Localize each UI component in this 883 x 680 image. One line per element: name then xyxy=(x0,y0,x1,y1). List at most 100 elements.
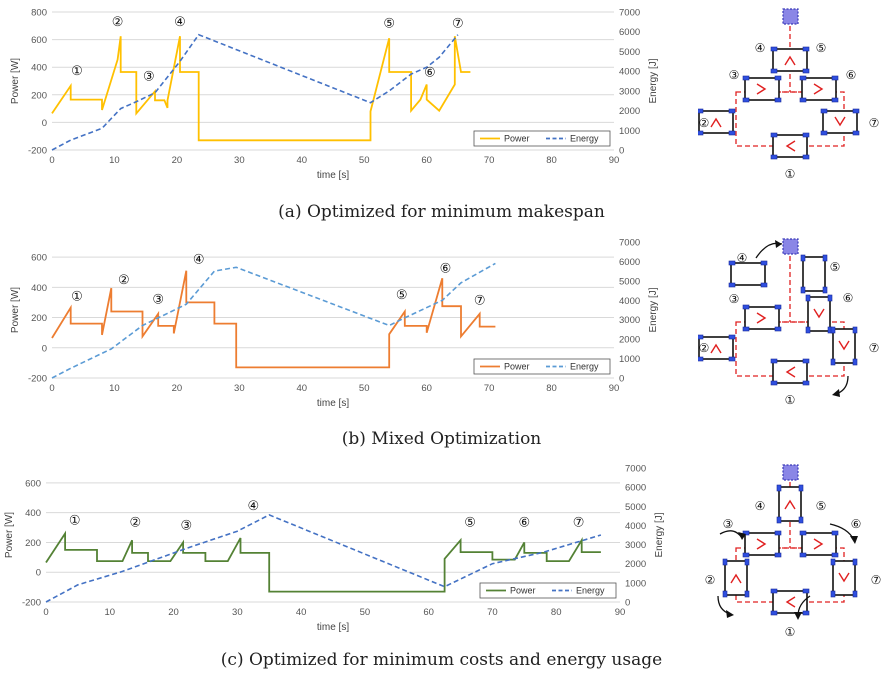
vehicle-wheel xyxy=(831,530,839,536)
legend-box xyxy=(473,358,611,375)
vehicle xyxy=(770,588,810,616)
vehicle-wheel xyxy=(774,552,782,558)
schematic-number: ③ xyxy=(729,292,740,306)
vehicle xyxy=(805,294,833,334)
y2-axis-label: Energy [J] xyxy=(654,512,665,557)
vehicle-wheel xyxy=(728,356,736,362)
caption-c: (c) Optimized for minimum costs and ener… xyxy=(220,650,663,670)
schematic-number: ⑦ xyxy=(871,573,882,587)
y2-tick-label: 2000 xyxy=(619,335,640,346)
annotation-marker: ⑦ xyxy=(573,515,585,530)
vehicle-direction-arrow xyxy=(813,538,824,550)
vehicle-wheel xyxy=(830,326,836,334)
vehicle-wheel xyxy=(742,530,750,536)
y2-axis-label: Energy [J] xyxy=(648,287,659,332)
vehicle xyxy=(742,75,782,103)
x-tick-label: 50 xyxy=(359,383,370,394)
chart-b: -200020040060001000200030004000500060007… xyxy=(10,238,659,410)
vehicle-body xyxy=(822,110,858,134)
x-tick-label: 20 xyxy=(168,607,179,618)
x-tick-label: 80 xyxy=(551,607,562,618)
schematic-c: ④ ⑤ ③ ⑥ ② ⑦ ① xyxy=(705,464,882,639)
vehicle-wheel xyxy=(760,282,768,288)
vehicle-body xyxy=(832,560,856,596)
y2-tick-label: 6000 xyxy=(625,483,646,494)
schematic-number: ⑥ xyxy=(846,68,857,82)
vehicle-wheel xyxy=(852,326,858,334)
y-tick-label: 600 xyxy=(31,253,47,264)
vehicle-body xyxy=(730,262,766,286)
vehicle-wheel xyxy=(770,380,778,386)
vehicle-wheel xyxy=(827,294,833,302)
vehicle-wheel xyxy=(802,132,810,138)
x-tick-label: 70 xyxy=(484,155,495,166)
motion-arrow xyxy=(717,595,731,615)
y2-tick-label: 4000 xyxy=(619,67,640,78)
vehicle xyxy=(698,108,736,136)
target-slot xyxy=(782,8,799,25)
vehicle-wheel xyxy=(820,108,828,114)
vehicle-wheel xyxy=(728,260,736,266)
vehicle-direction-arrow xyxy=(813,83,824,95)
vehicle-wheel xyxy=(852,358,858,366)
x-tick-label: 10 xyxy=(109,383,120,394)
vehicle-wheel xyxy=(830,558,836,566)
schematic-number: ② xyxy=(699,116,710,130)
series-line-power xyxy=(45,530,601,593)
y2-tick-label: 6000 xyxy=(619,257,640,268)
vehicle xyxy=(830,326,858,366)
motion-arrowhead xyxy=(832,389,840,397)
target-slot xyxy=(782,238,799,255)
schematic-number: ③ xyxy=(729,68,740,82)
x-tick-label: 90 xyxy=(609,155,620,166)
vehicle-wheel xyxy=(728,108,736,114)
vehicle-wheel xyxy=(805,326,811,334)
annotation-marker: ① xyxy=(69,512,81,527)
annotation-marker: ④ xyxy=(193,252,205,267)
y-tick-label: 200 xyxy=(31,90,47,101)
vehicle-wheel xyxy=(698,356,704,362)
x-tick-label: 60 xyxy=(423,607,434,618)
vehicle-wheel xyxy=(744,558,750,566)
vehicle-wheel xyxy=(820,130,828,136)
vehicle-wheel xyxy=(742,97,750,103)
x-axis-label: time [s] xyxy=(317,622,349,633)
vehicle-wheel xyxy=(722,558,728,566)
vehicle-direction-arrow xyxy=(834,116,846,127)
y-tick-label: 0 xyxy=(36,568,41,579)
chart-a: -200020040060080001000200030004000500060… xyxy=(10,8,659,182)
x-tick-label: 10 xyxy=(109,155,120,166)
x-tick-label: 50 xyxy=(359,155,370,166)
schematic-number: ② xyxy=(705,573,716,587)
vehicle xyxy=(742,530,782,558)
schematic-number: ④ xyxy=(737,251,748,265)
schematic-number: ⑦ xyxy=(869,341,880,355)
series-line-energy xyxy=(51,33,459,151)
vehicle-wheel xyxy=(776,516,782,524)
vehicle-direction-arrow xyxy=(756,312,767,324)
vehicle-wheel xyxy=(830,590,836,598)
vehicle-wheel xyxy=(799,75,807,81)
schematic-number: ① xyxy=(785,625,796,639)
vehicle-direction-arrow xyxy=(838,340,850,351)
vehicle-wheel xyxy=(852,590,858,598)
vehicle-wheel xyxy=(802,154,810,160)
caption-b: (b) Mixed Optimization xyxy=(341,429,542,449)
vehicle-wheel xyxy=(800,286,806,294)
vehicle-body xyxy=(801,77,837,101)
schematic-group: ④ ⑤ ③ ⑥ ② ⑦ ① xyxy=(698,238,880,407)
annotation-marker: ② xyxy=(112,14,124,29)
vehicle-body xyxy=(744,306,780,330)
vehicle xyxy=(776,484,804,524)
vehicle-body xyxy=(772,48,808,72)
schematic-number: ④ xyxy=(755,499,766,513)
annotation-marker: ⑥ xyxy=(519,515,531,530)
legend: Power Energy xyxy=(479,582,617,599)
schematic-a: ④ ⑤ ③ ⑥ ② ⑦ ① xyxy=(698,8,879,181)
y2-tick-label: 1000 xyxy=(619,126,640,137)
vehicle-body xyxy=(801,532,837,556)
schematic-number: ⑤ xyxy=(830,260,841,274)
vehicle-wheel xyxy=(798,484,804,492)
vehicle-wheel xyxy=(830,358,836,366)
vehicle-wheel xyxy=(774,530,782,536)
